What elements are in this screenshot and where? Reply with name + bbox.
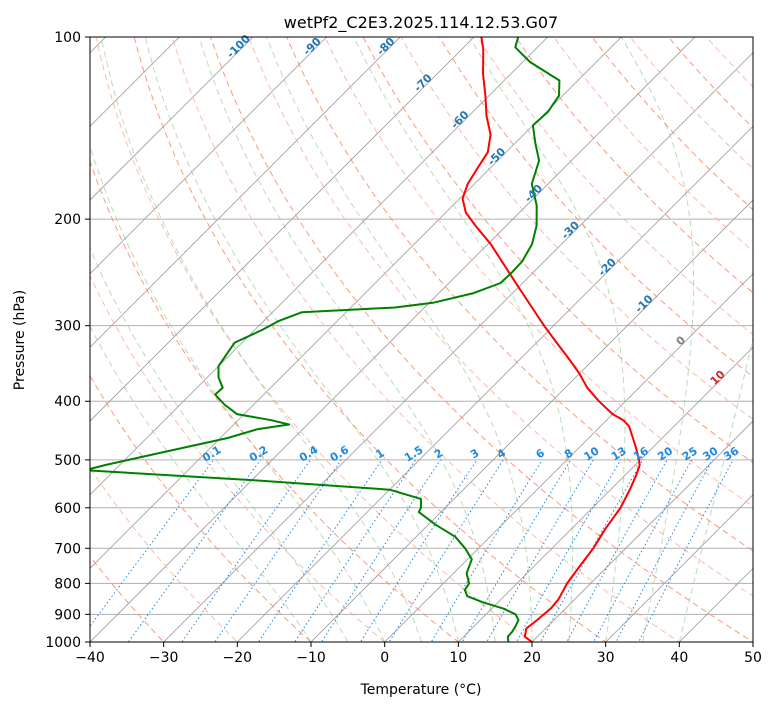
x-tick-label: 50: [744, 650, 762, 666]
y-tick-label: 100: [54, 30, 81, 46]
y-tick-label: 400: [54, 394, 81, 410]
x-tick-label: −30: [149, 650, 179, 666]
y-tick-label: 500: [54, 453, 81, 469]
x-tick-label: −40: [75, 650, 105, 666]
y-tick-label: 600: [54, 501, 81, 517]
x-tick-label: −20: [223, 650, 253, 666]
y-axis-label: Pressure (hPa): [12, 290, 28, 390]
x-tick-label: −10: [296, 650, 326, 666]
y-tick-label: 200: [54, 212, 81, 228]
y-tick-label: 1000: [45, 635, 81, 651]
y-tick-label: 700: [54, 541, 81, 557]
y-tick-label: 300: [54, 319, 81, 335]
x-tick-label: 20: [523, 650, 541, 666]
x-tick-label: 10: [449, 650, 467, 666]
x-tick-label: 0: [380, 650, 389, 666]
x-axis-label: Temperature (°C): [360, 682, 482, 698]
x-tick-label: 40: [670, 650, 688, 666]
x-tick-label: 30: [597, 650, 615, 666]
y-tick-label: 900: [54, 607, 81, 623]
y-tick-label: 800: [54, 576, 81, 592]
chart-title: wetPf2_C2E3.2025.114.12.53.G07: [284, 13, 558, 33]
